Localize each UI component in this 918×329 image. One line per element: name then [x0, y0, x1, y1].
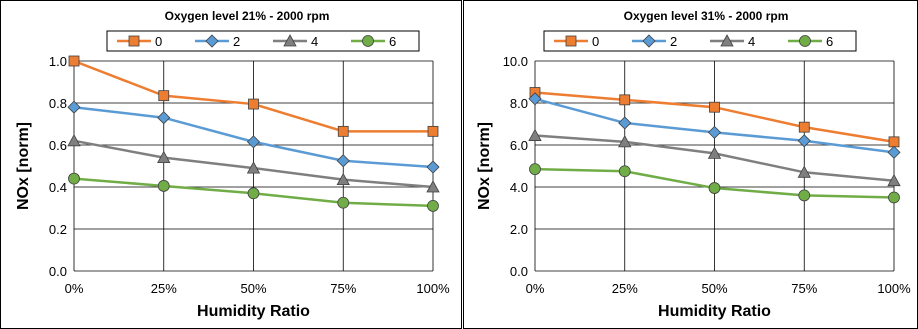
- x-tick-label: 50%: [240, 281, 266, 296]
- legend-label-6: 6: [826, 34, 833, 49]
- series-2: [67, 100, 440, 174]
- y-tick-label: 2.0: [510, 222, 528, 237]
- legend-label-2: 2: [233, 34, 240, 49]
- x-axis-label: Humidity Ratio: [197, 303, 310, 320]
- legend: 0 2 4 6: [106, 30, 420, 52]
- y-tick-label: 0.2: [49, 222, 67, 237]
- legend-label-0: 0: [155, 34, 162, 49]
- legend-marker-0: [565, 35, 577, 47]
- legend-label-4: 4: [311, 34, 318, 49]
- x-tick-label: 75%: [330, 281, 356, 296]
- x-tick-label: 0%: [526, 281, 545, 296]
- data-point-6: [708, 182, 721, 194]
- data-point-4: [246, 161, 261, 174]
- data-point-4: [157, 150, 171, 164]
- legend-marker-6: [362, 35, 374, 47]
- data-point-2: [246, 135, 261, 149]
- data-point-6: [337, 196, 350, 209]
- legend-marker-2: [205, 34, 219, 48]
- chart-panel-oxygen-21: Oxygen level 21% - 2000 rpm 0 2 4 6 0.0 0.2 0.4…: [0, 0, 462, 329]
- series-4: [67, 133, 440, 193]
- data-point-4: [426, 180, 440, 193]
- data-point-0: [709, 101, 720, 113]
- data-point-2: [67, 100, 81, 114]
- legend-marker-0: [128, 35, 140, 47]
- data-point-0: [337, 125, 349, 137]
- x-tick-label: 100%: [416, 281, 450, 296]
- series-0: [68, 55, 439, 137]
- x-axis-label: Humidity Ratio: [658, 303, 771, 320]
- legend-marker-4: [720, 34, 734, 47]
- y-axis-label: NOx [norm]: [476, 122, 493, 210]
- data-point-6: [618, 165, 631, 178]
- chart-oxygen-31: Oxygen level 31% - 2000 rpm 0 2 4 6 0.0 2.0 4.0…: [476, 9, 911, 320]
- data-point-6: [157, 180, 170, 192]
- data-point-2: [618, 116, 632, 130]
- data-point-2: [797, 134, 811, 148]
- y-tick-label: 1.0: [49, 54, 67, 69]
- data-point-2: [528, 92, 542, 106]
- legend-box: [106, 30, 420, 52]
- data-point-6: [529, 163, 541, 176]
- data-point-0: [798, 121, 810, 133]
- y-tick-label: 0.0: [510, 264, 528, 279]
- y-tick-label: 10.0: [503, 54, 528, 69]
- legend-marker-4: [283, 34, 297, 47]
- legend: 0 2 4 6: [543, 30, 857, 52]
- data-point-6: [888, 191, 900, 204]
- data-point-4: [887, 173, 901, 187]
- data-point-0: [248, 98, 259, 110]
- data-point-0: [888, 136, 900, 148]
- y-tick-label: 0.0: [49, 264, 67, 279]
- data-point-6: [247, 187, 260, 200]
- y-tick-label: 0.8: [49, 96, 67, 111]
- x-tick-label: 0%: [65, 281, 84, 296]
- data-point-0: [427, 125, 439, 137]
- legend-label-4: 4: [748, 34, 755, 49]
- chart-panel-oxygen-31: Oxygen level 31% - 2000 rpm 0 2 4 6 0.0 2.0 4.0…: [463, 0, 918, 329]
- series-4: [528, 128, 901, 187]
- series-2: [528, 92, 901, 159]
- legend-label-6: 6: [389, 34, 396, 49]
- series-6: [529, 163, 900, 204]
- data-point-6: [427, 199, 439, 212]
- x-tick-label: 50%: [701, 281, 727, 296]
- legend-box: [543, 30, 857, 52]
- data-point-4: [336, 172, 350, 186]
- x-tick-label: 25%: [612, 281, 638, 296]
- legend-marker-6: [799, 35, 811, 47]
- y-axis-label: NOx [norm]: [15, 122, 32, 210]
- chart-title: Oxygen level 21% - 2000 rpm: [165, 9, 330, 23]
- y-tick-label: 6.0: [510, 138, 528, 153]
- data-point-6: [798, 189, 811, 202]
- y-tick-label: 8.0: [510, 96, 528, 111]
- data-point-0: [158, 90, 170, 102]
- x-tick-label: 75%: [791, 281, 817, 296]
- y-tick-label: 0.6: [49, 138, 67, 153]
- data-point-0: [68, 55, 80, 67]
- data-point-4: [707, 146, 722, 159]
- data-point-2: [887, 145, 901, 159]
- data-point-4: [797, 165, 811, 178]
- data-point-4: [618, 135, 632, 148]
- chart-title: Oxygen level 31% - 2000 rpm: [624, 9, 789, 23]
- data-point-6: [68, 172, 80, 185]
- data-point-2: [707, 125, 722, 139]
- data-point-2: [157, 111, 171, 125]
- data-point-0: [619, 94, 631, 106]
- data-point-2: [426, 160, 440, 174]
- data-point-2: [336, 154, 350, 168]
- legend-label-2: 2: [670, 34, 677, 49]
- y-tick-label: 0.4: [49, 180, 67, 195]
- data-point-4: [528, 128, 542, 141]
- y-tick-label: 4.0: [510, 180, 528, 195]
- x-tick-label: 100%: [877, 281, 911, 296]
- legend-marker-2: [642, 34, 656, 48]
- legend-label-0: 0: [592, 34, 599, 49]
- data-point-4: [67, 133, 81, 147]
- x-tick-label: 25%: [151, 281, 177, 296]
- series-6: [68, 172, 439, 212]
